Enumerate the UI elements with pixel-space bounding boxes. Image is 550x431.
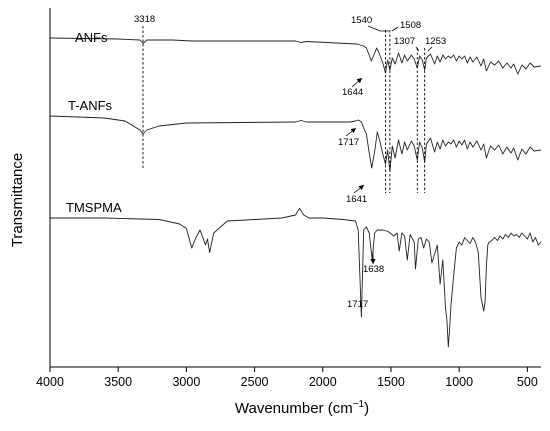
peak-label-1307: 1307 bbox=[394, 36, 415, 47]
peak-labels: 3318 1540 1508 1307 1253 1644 1717 1641 … bbox=[134, 14, 446, 310]
series-label-tmspma: TMSPMA bbox=[66, 200, 122, 215]
peak-label-3318: 3318 bbox=[134, 14, 155, 25]
annotation-guides bbox=[142, 25, 433, 264]
series-line-tmspma bbox=[50, 207, 542, 348]
peak-label-1253: 1253 bbox=[425, 36, 446, 47]
peak-label-1717-tmspma: 1717 bbox=[347, 299, 368, 310]
series-line-t-anfs bbox=[49, 115, 542, 172]
arrow-1717-head bbox=[350, 128, 356, 134]
y-axis-title: Transmittance bbox=[9, 153, 26, 247]
arrow-1641-head bbox=[358, 185, 364, 191]
x-tick-label-4000: 4000 bbox=[36, 375, 64, 389]
x-tick-label-3000: 3000 bbox=[172, 375, 200, 389]
leader-1307 bbox=[415, 46, 420, 52]
arrow-1638-head bbox=[370, 259, 376, 264]
x-axis-title: Wavenumber (cm−1) bbox=[235, 399, 369, 417]
x-axis-ticks: 4000 3500 3000 2500 2000 1500 1000 500 bbox=[36, 367, 538, 389]
arrow-1644-head bbox=[356, 78, 362, 84]
series-labels: ANFs T-ANFs TMSPMA bbox=[66, 30, 122, 215]
series-traces bbox=[49, 37, 542, 348]
x-tick-label-2500: 2500 bbox=[241, 375, 269, 389]
x-axis-title-superscript: −1 bbox=[353, 399, 365, 410]
leader-1540-1508 bbox=[367, 25, 399, 32]
x-tick-label-500: 500 bbox=[517, 375, 538, 389]
peak-label-1644: 1644 bbox=[342, 87, 363, 98]
peak-label-1641: 1641 bbox=[346, 194, 367, 205]
series-label-anfs: ANFs bbox=[75, 30, 108, 45]
x-tick-label-1500: 1500 bbox=[377, 375, 405, 389]
leader-1253 bbox=[427, 46, 433, 52]
x-tick-label-2000: 2000 bbox=[309, 375, 337, 389]
x-tick-label-3500: 3500 bbox=[104, 375, 132, 389]
x-tick-label-1000: 1000 bbox=[445, 375, 473, 389]
series-line-anfs bbox=[49, 37, 542, 75]
peak-label-1638: 1638 bbox=[363, 264, 384, 275]
peak-label-1540: 1540 bbox=[351, 15, 372, 26]
x-axis-title-close: ) bbox=[364, 400, 369, 417]
series-label-t-anfs: T-ANFs bbox=[68, 98, 113, 113]
peak-label-1717-t-anfs: 1717 bbox=[338, 137, 359, 148]
x-axis-title-text: Wavenumber (cm bbox=[235, 400, 353, 417]
peak-label-1508: 1508 bbox=[400, 20, 421, 31]
